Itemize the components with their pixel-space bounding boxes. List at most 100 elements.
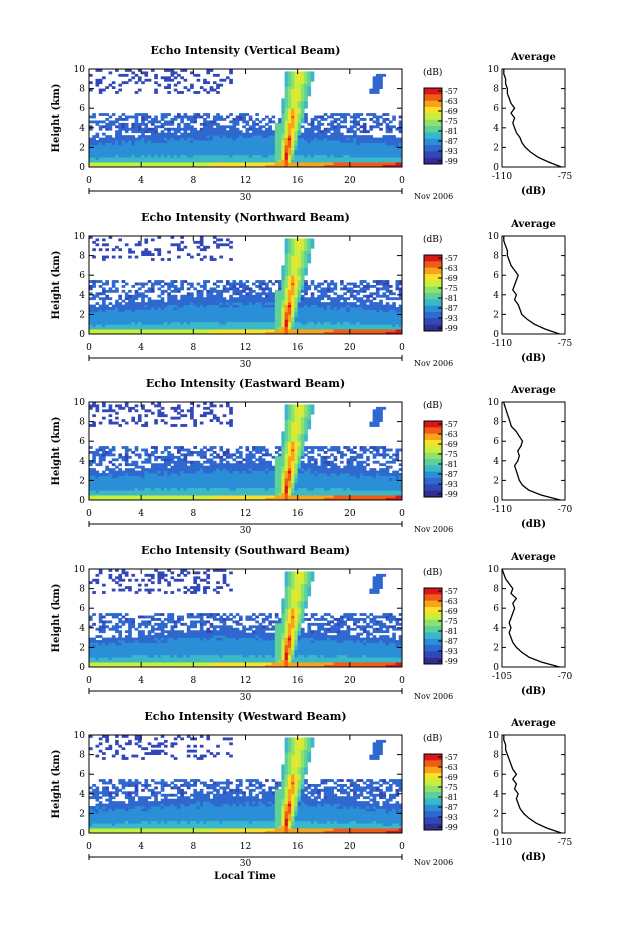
heatmap-cell: [199, 314, 204, 318]
heatmap-cell: [225, 326, 230, 330]
heatmap-cell: [212, 120, 217, 124]
heatmap-cell: [359, 157, 364, 161]
heatmap-cell: [160, 451, 165, 454]
heatmap-cell: [238, 282, 243, 286]
heatmap-cell: [366, 299, 370, 303]
heatmap-cell: [349, 127, 354, 131]
heatmap-cell: [287, 324, 292, 328]
heatmap-cell: [245, 157, 250, 161]
heatmap-cell: [131, 460, 136, 464]
heatmap-cell: [190, 142, 194, 146]
heatmap-cell: [242, 329, 246, 332]
heatmap-cell: [105, 485, 109, 489]
heatmap-cell: [225, 243, 230, 247]
heatmap-cell: [111, 137, 116, 141]
heatmap-cell: [268, 127, 272, 131]
heatmap-cell: [190, 414, 194, 418]
heatmap-cell: [245, 144, 250, 148]
heatmap-cell: [193, 287, 197, 291]
heatmap-cell: [196, 329, 201, 332]
heatmap-cell: [92, 475, 96, 479]
heatmap-cell: [281, 142, 286, 146]
heatmap-cell: [128, 69, 132, 72]
heatmap-cell: [183, 299, 188, 303]
heatmap-cell: [320, 319, 325, 323]
profile-line: [503, 236, 560, 335]
heatmap-cell: [294, 105, 299, 109]
heatmap-cell: [121, 113, 126, 116]
heatmap-cell: [294, 314, 299, 318]
heatmap-cell: [268, 132, 272, 136]
heatmap-cell: [261, 304, 266, 308]
heatmap-cell: [115, 164, 119, 168]
heatmap-cell: [115, 421, 119, 425]
heatmap-cell: [242, 147, 246, 151]
heatmap-cell: [274, 159, 279, 163]
heatmap-cell: [291, 91, 295, 94]
heatmap-cell: [278, 331, 282, 335]
heatmap-cell: [190, 137, 194, 141]
heatmap-cell: [398, 144, 403, 148]
heatmap-cell: [278, 304, 282, 308]
heatmap-cell: [190, 297, 194, 301]
heatmap-cell: [196, 482, 201, 486]
heatmap-cell: [163, 311, 168, 315]
heatmap-cell: [385, 326, 390, 330]
heatmap-cell: [170, 416, 175, 420]
heatmap-cell: [173, 477, 178, 481]
heatmap-cell: [284, 140, 289, 143]
heatmap-cell: [323, 135, 328, 138]
heatmap-cell: [372, 297, 377, 301]
heatmap-cell: [190, 477, 194, 481]
heatmap-cell: [108, 140, 113, 143]
heatmap-cell: [310, 118, 315, 121]
heatmap-cell: [105, 152, 109, 156]
heatmap-cell: [287, 258, 292, 261]
heatmap-cell: [271, 157, 276, 161]
heatmap-cell: [108, 135, 113, 138]
heatmap-cell: [255, 152, 259, 156]
heatmap-cell: [300, 135, 305, 138]
heatmap-cell: [238, 157, 243, 161]
heatmap-cell: [131, 419, 136, 422]
heatmap-cell: [268, 135, 272, 138]
heatmap-cell: [160, 280, 165, 283]
heatmap-cell: [167, 497, 171, 501]
heatmap-cell: [291, 316, 295, 320]
heatmap-cell: [196, 149, 201, 153]
heatmap-cell: [317, 294, 321, 298]
heatmap-cell: [304, 304, 308, 308]
heatmap-cell: [379, 115, 383, 119]
heatmap-cell: [186, 253, 191, 256]
heatmap-cell: [128, 152, 132, 156]
heatmap-cell: [291, 280, 295, 283]
heatmap-cell: [105, 477, 109, 481]
heatmap-cell: [102, 132, 106, 136]
heatmap-cell: [173, 285, 178, 288]
heatmap-cell: [304, 280, 308, 283]
heatmap-cell: [258, 162, 263, 165]
heatmap-cell: [327, 307, 331, 310]
heatmap-cell: [242, 324, 246, 328]
heatmap-cell: [167, 460, 171, 464]
heatmap-cell: [245, 162, 250, 165]
heatmap-cell: [310, 238, 315, 242]
heatmap-cell: [291, 255, 295, 259]
heatmap-cell: [177, 157, 181, 161]
heatmap-cell: [353, 140, 357, 143]
heatmap-cell: [141, 448, 145, 452]
heatmap-cell: [141, 497, 145, 501]
heatmap-cell: [193, 240, 197, 244]
heatmap-cell: [118, 135, 122, 138]
heatmap-cell: [216, 157, 220, 161]
heatmap-cell: [180, 299, 184, 303]
heatmap-cell: [343, 287, 347, 291]
heatmap-cell: [258, 331, 263, 335]
heatmap-cell: [190, 302, 194, 305]
heatmap-cell: [258, 285, 263, 288]
heatmap-cell: [271, 314, 276, 318]
heatmap-cell: [242, 302, 246, 305]
heatmap-cell: [186, 287, 191, 291]
heatmap-cell: [235, 299, 240, 303]
heatmap-cell: [392, 329, 396, 332]
